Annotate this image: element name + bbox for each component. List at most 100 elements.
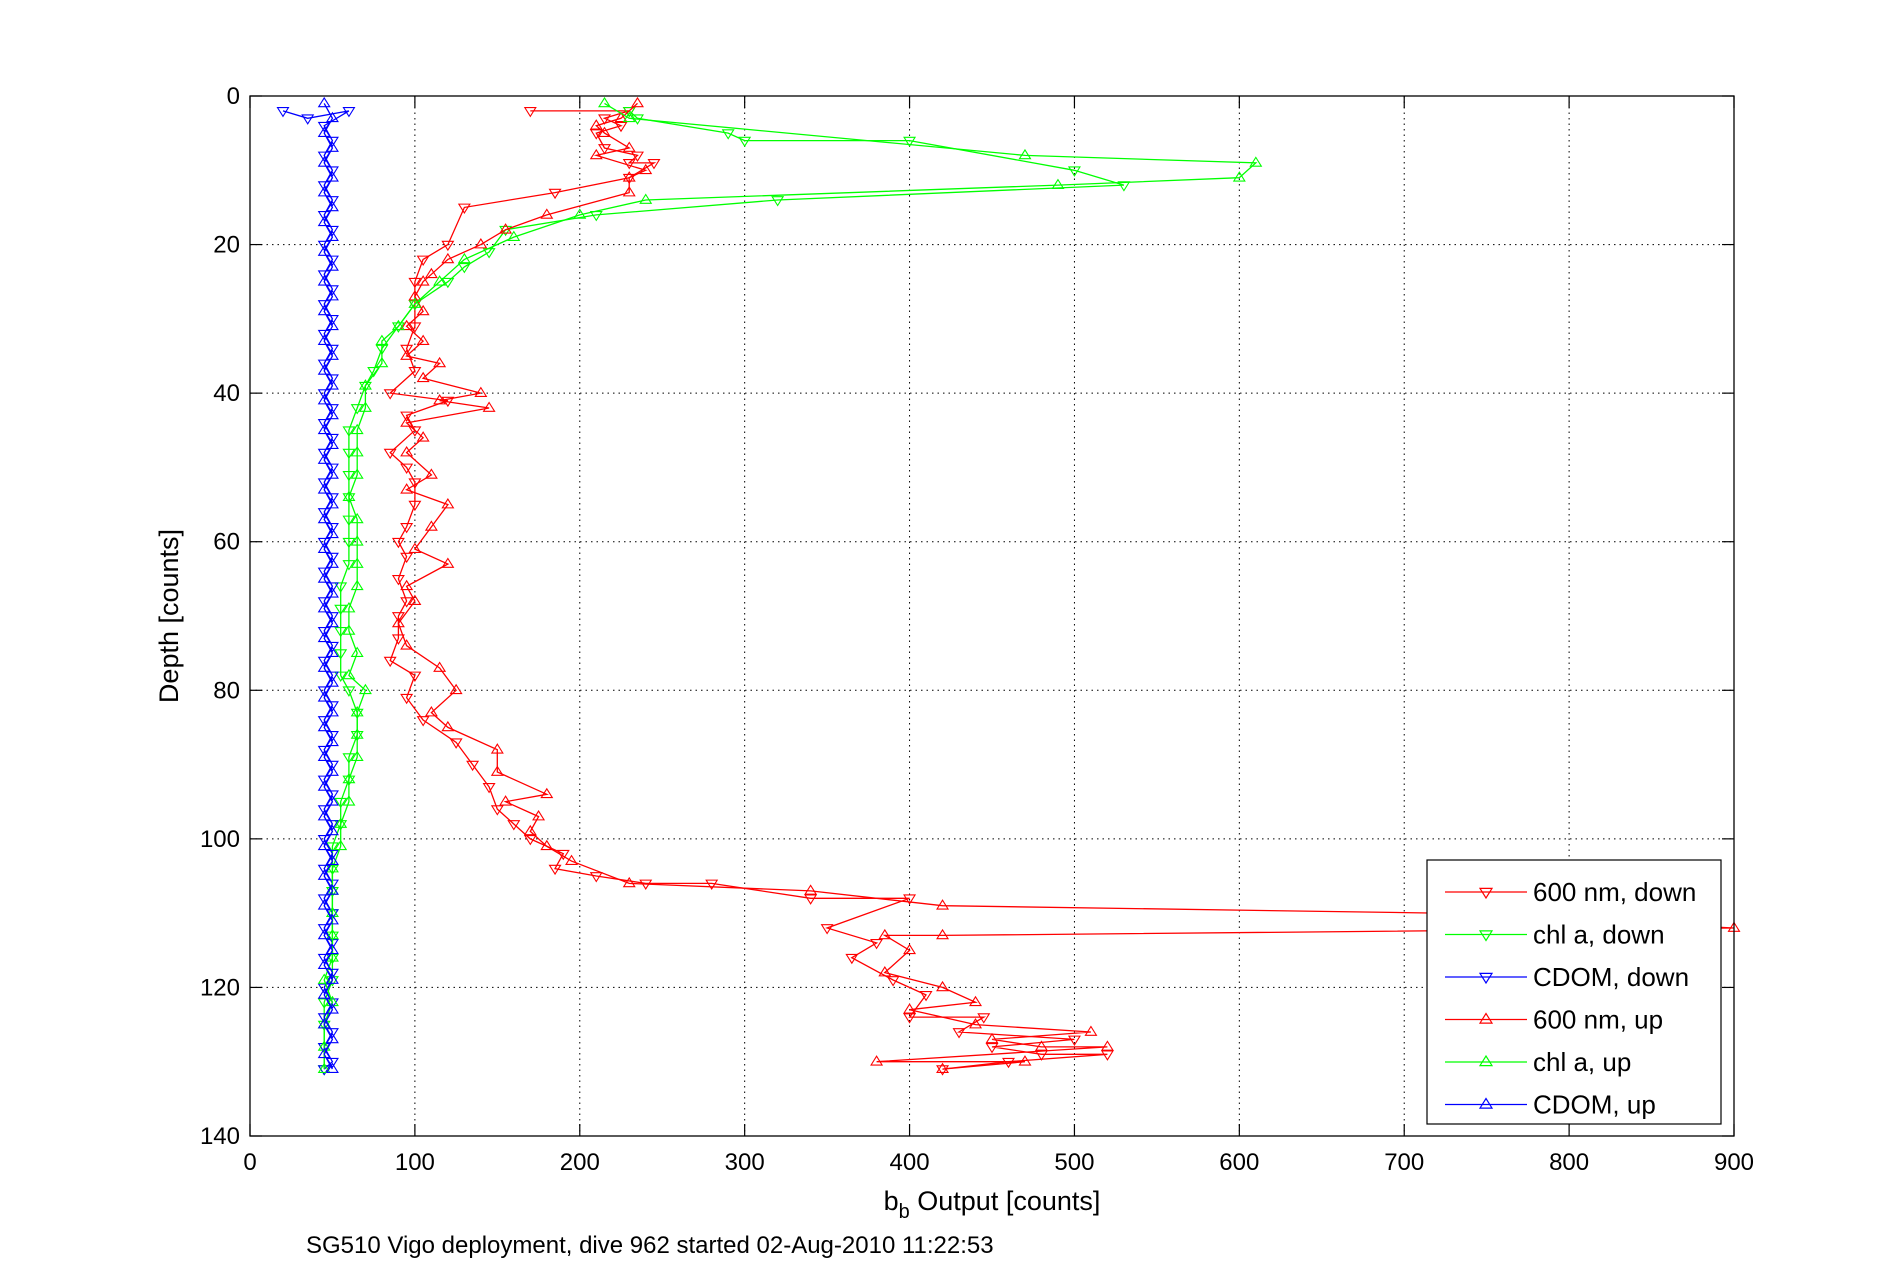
data-point: [350, 423, 364, 435]
data-point: [317, 453, 331, 464]
data-point: [1249, 156, 1263, 167]
legend-box: [1426, 859, 1722, 1125]
data-point: [342, 537, 356, 549]
data-point: [325, 136, 339, 148]
data-point: [325, 943, 339, 955]
data-point: [342, 772, 356, 784]
data-point: [424, 706, 438, 717]
data-point: [317, 1062, 331, 1073]
data-point: [375, 356, 389, 368]
data-point: [342, 560, 356, 571]
data-point: [317, 389, 331, 400]
data-point: [408, 367, 422, 378]
data-point: [622, 876, 636, 888]
data-point: [325, 641, 339, 653]
x-axis-title: bb Output [counts]: [884, 1186, 1101, 1223]
data-point: [400, 579, 414, 591]
x-tick-label: 0: [243, 1149, 256, 1176]
data-point: [449, 738, 463, 749]
data-point: [334, 817, 348, 828]
data-point: [936, 928, 950, 940]
data-point: [771, 196, 785, 207]
data-point: [325, 290, 339, 301]
data-point: [325, 671, 339, 682]
data-point: [408, 500, 422, 512]
data-point: [325, 731, 339, 742]
data-point: [334, 839, 348, 851]
legend-marker: [1478, 1054, 1494, 1067]
data-point: [325, 646, 339, 657]
data-point: [350, 646, 364, 657]
data-point: [317, 998, 331, 1009]
data-point: [622, 186, 636, 197]
data-point: [507, 820, 521, 831]
data-point: [334, 820, 348, 831]
data-point: [903, 1003, 917, 1014]
data-point: [317, 156, 331, 167]
data-point: [350, 557, 364, 568]
data-point: [325, 914, 339, 925]
data-point: [342, 624, 356, 635]
data-point: [540, 208, 554, 219]
data-point: [325, 735, 339, 747]
data-point: [400, 483, 414, 494]
data-point: [325, 884, 339, 895]
data-point: [325, 260, 339, 271]
data-point: [350, 468, 364, 479]
data-point: [317, 958, 331, 969]
data-point: [317, 780, 331, 791]
data-point: [325, 706, 339, 717]
data-point: [325, 906, 339, 917]
data-point: [317, 364, 331, 375]
x-tick-label: 900: [1714, 1149, 1754, 1176]
data-point: [433, 275, 447, 286]
data-point: [317, 483, 331, 494]
data-point: [342, 515, 356, 526]
data-point: [342, 686, 356, 697]
y-tick-label: 140: [200, 1123, 240, 1150]
data-point: [400, 552, 414, 564]
data-point: [499, 795, 513, 806]
data-point: [466, 760, 480, 772]
data-point: [317, 572, 331, 583]
data-point: [886, 976, 900, 987]
data-point: [969, 995, 983, 1007]
data-point: [317, 691, 331, 702]
data-point: [1232, 171, 1246, 182]
axis-ticks: [249, 95, 1735, 1137]
data-point: [936, 1062, 950, 1073]
data-point: [903, 136, 917, 148]
legend-entry: 600 nm, down: [1445, 877, 1696, 907]
data-point: [416, 334, 430, 345]
data-point: [441, 277, 455, 289]
data-point: [325, 141, 339, 152]
data-point: [317, 542, 331, 553]
data-point: [325, 523, 339, 534]
data-point: [630, 151, 644, 162]
data-point: [325, 820, 339, 831]
data-point: [334, 671, 348, 682]
data-point: [400, 446, 414, 457]
data-point: [358, 401, 372, 412]
data-point: [325, 612, 339, 623]
data-point: [416, 275, 430, 286]
data-point: [334, 627, 348, 638]
data-point: [482, 401, 496, 412]
legend-entry: CDOM, up: [1445, 1090, 1656, 1120]
data-point: [598, 144, 612, 155]
x-tick-label: 400: [890, 1149, 930, 1176]
y-tick-label: 40: [213, 380, 240, 407]
data-point: [317, 899, 331, 910]
y-tick-label: 60: [213, 529, 240, 556]
data-point: [317, 1020, 331, 1032]
chart-caption: SG510 Vigo deployment, dive 962 started …: [306, 1232, 994, 1259]
data-point: [325, 968, 339, 980]
data-point: [400, 349, 414, 360]
data-point: [416, 255, 430, 266]
data-point: [317, 186, 331, 197]
data-point: [317, 359, 331, 370]
data-point: [317, 661, 331, 672]
data-point: [317, 686, 331, 697]
data-point: [383, 389, 397, 400]
legend-label: 600 nm, down: [1533, 877, 1696, 907]
